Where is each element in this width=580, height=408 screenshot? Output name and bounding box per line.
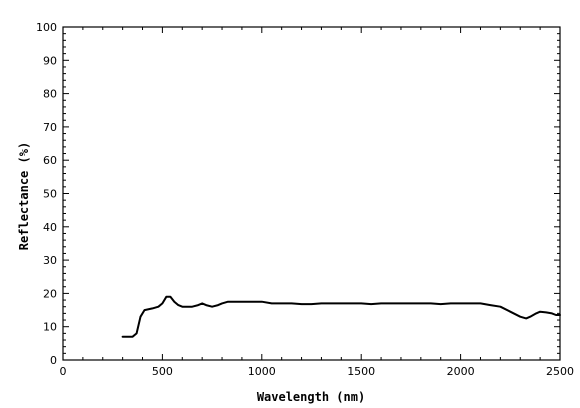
y-tick-label: 20 (43, 287, 57, 300)
x-tick-label: 2000 (447, 365, 475, 378)
x-axis-title: Wavelength (nm) (257, 390, 365, 404)
x-tick-label: 0 (60, 365, 67, 378)
y-tick-label: 50 (43, 188, 57, 201)
x-tick-label: 2500 (546, 365, 574, 378)
y-tick-label: 100 (36, 21, 57, 34)
y-tick-label: 80 (43, 88, 57, 101)
y-tick-label: 10 (43, 321, 57, 334)
y-tick-label: 30 (43, 254, 57, 267)
x-tick-label: 1000 (248, 365, 276, 378)
y-tick-label: 70 (43, 121, 57, 134)
y-tick-label: 60 (43, 154, 57, 167)
plot-frame (62, 26, 561, 361)
x-tick-label: 1500 (347, 365, 375, 378)
y-tick-label: 40 (43, 221, 57, 234)
y-axis-title: Reflectance (%) (17, 142, 31, 250)
x-tick-label: 500 (152, 365, 173, 378)
y-tick-label: 90 (43, 54, 57, 67)
reflectance-series-line (121, 295, 561, 338)
y-tick-label: 0 (50, 354, 57, 367)
